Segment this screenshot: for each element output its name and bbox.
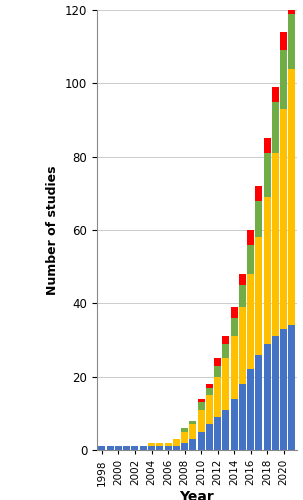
Bar [165, 442, 171, 446]
Bar [264, 344, 271, 450]
Bar [222, 344, 229, 358]
Bar [214, 417, 221, 450]
Bar [173, 439, 180, 446]
Bar [206, 424, 213, 450]
Bar [239, 307, 246, 384]
Bar [123, 446, 130, 450]
X-axis label: Year: Year [180, 490, 214, 500]
Bar [231, 398, 238, 450]
Bar [222, 410, 229, 450]
Bar [239, 274, 246, 285]
Bar [264, 197, 271, 344]
Bar [288, 0, 295, 14]
Bar [206, 384, 213, 388]
Bar [239, 285, 246, 307]
Bar [107, 446, 114, 450]
Bar [214, 366, 221, 376]
Bar [206, 388, 213, 395]
Bar [222, 336, 229, 344]
Bar [189, 420, 196, 424]
Bar [214, 358, 221, 366]
Y-axis label: Number of studies: Number of studies [46, 165, 59, 294]
Bar [231, 318, 238, 336]
Bar [165, 446, 171, 450]
Bar [288, 68, 295, 326]
Bar [288, 14, 295, 68]
Bar [288, 326, 295, 450]
Bar [132, 446, 138, 450]
Bar [181, 428, 188, 432]
Bar [214, 376, 221, 417]
Bar [231, 307, 238, 318]
Bar [264, 138, 271, 153]
Bar [255, 186, 262, 200]
Bar [181, 442, 188, 450]
Bar [272, 153, 279, 336]
Bar [198, 398, 205, 402]
Bar [264, 153, 271, 197]
Bar [247, 274, 254, 370]
Bar [198, 402, 205, 409]
Bar [181, 432, 188, 442]
Bar [140, 446, 147, 450]
Bar [173, 446, 180, 450]
Bar [222, 358, 229, 410]
Bar [231, 336, 238, 398]
Bar [280, 50, 287, 109]
Bar [247, 230, 254, 244]
Bar [198, 410, 205, 432]
Bar [255, 354, 262, 450]
Bar [206, 395, 213, 424]
Bar [156, 442, 163, 446]
Bar [272, 336, 279, 450]
Bar [239, 384, 246, 450]
Bar [247, 244, 254, 274]
Bar [255, 238, 262, 354]
Bar [98, 446, 105, 450]
Bar [189, 424, 196, 439]
Bar [148, 446, 155, 450]
Bar [272, 87, 279, 102]
Bar [115, 446, 122, 450]
Bar [189, 439, 196, 450]
Bar [280, 329, 287, 450]
Bar [280, 109, 287, 329]
Bar [247, 370, 254, 450]
Bar [272, 102, 279, 153]
Bar [255, 200, 262, 237]
Bar [198, 432, 205, 450]
Bar [280, 32, 287, 50]
Bar [156, 446, 163, 450]
Bar [148, 442, 155, 446]
